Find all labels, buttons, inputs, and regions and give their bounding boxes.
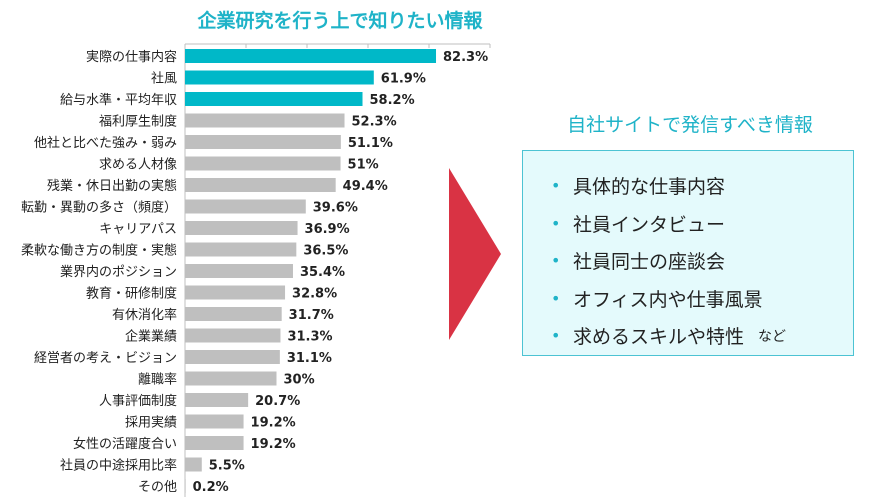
value-label: 39.6% [313,201,358,216]
list-item: • 求めるスキルや特性 など [551,317,853,355]
list-item: • オフィス内や仕事風景 [551,280,853,318]
category-label: 有休消化率 [112,307,177,323]
bar [185,264,293,278]
item-suffix: など [758,328,787,345]
bar [185,156,341,171]
category-label: 業界内のポジション [60,264,177,280]
value-label: 35.4% [300,265,345,280]
value-label: 61.9% [381,72,426,87]
value-label: 51% [348,158,379,173]
category-label: 社員の中途採用比率 [60,458,177,474]
category-label: 求める人材像 [99,158,177,173]
bar [185,70,374,85]
value-label: 58.2% [370,93,415,108]
category-label: 経営者の考え・ビジョン [34,351,177,366]
value-label: 5.5% [209,459,245,474]
bar [185,49,437,63]
bar [185,221,298,235]
bar [185,350,280,364]
value-label: 0.2% [193,480,229,495]
list-item: • 社員インタビュー [551,205,853,243]
info-panel: • 具体的な仕事内容 • 社員インタビュー • 社員同士の座談会 • オフィス内や仕事風… [522,150,854,356]
list-item: • 社員同士の座談会 [551,242,853,280]
item-text: 社員インタビュー [573,213,726,236]
category-label: 人事評価制度 [99,393,177,409]
item-text: 具体的な仕事内容 [573,176,726,199]
panel-title: 自社サイトで発信すべき情報 [567,114,813,136]
bar [185,436,244,450]
category-label: 企業業績 [125,329,177,345]
category-label: キャリアパス [99,222,177,237]
value-label: 36.5% [303,244,348,259]
category-label: 福利厚生制度 [99,114,177,130]
category-label: 女性の活躍度合い [73,436,177,452]
value-label: 31.1% [287,351,332,366]
category-label: 採用実績 [125,415,177,431]
value-label: 30% [284,373,315,388]
bar [185,457,202,472]
bar [185,328,281,343]
category-label: 他社と比べた強み・弱み [34,135,177,151]
bar [185,113,345,128]
value-label: 19.2% [251,437,296,452]
bar [185,178,336,192]
bar [185,414,244,429]
category-label: 教育・研修制度 [86,286,177,302]
bullet-icon: • [551,176,561,196]
bar [185,92,363,106]
category-label: その他 [138,480,177,495]
bullet-icon: • [551,251,561,271]
item-text: オフィス内や仕事風景 [573,288,763,311]
bar-chart: 実際の仕事内容 82.3% 社風 61.9% 給与水準・平均年収 58.2% 福利厚生制度 5… [21,43,491,497]
category-label: 離職率 [138,372,177,388]
category-label: 給与水準・平均年収 [60,92,177,108]
bar [185,199,306,214]
bar [185,135,341,149]
bar [185,393,249,407]
value-label: 49.4% [343,179,388,194]
value-label: 82.3% [443,50,488,65]
value-label: 31.3% [287,330,332,345]
category-label: 残業・休日出勤の実態 [47,178,177,194]
bar [185,479,186,493]
value-label: 51.1% [348,136,393,151]
category-label: 社風 [151,71,177,87]
chart-title: 企業研究を行う上で知りたい情報 [197,10,483,32]
value-label: 19.2% [251,416,296,431]
value-label: 36.9% [305,222,350,237]
item-text: 求めるスキルや特性 [573,326,745,349]
value-label: 52.3% [352,115,397,130]
bullet-icon: • [551,326,561,346]
value-label: 31.7% [289,308,334,323]
arrow-right-icon [449,168,501,340]
item-text: 社員同士の座談会 [573,251,726,274]
category-label: 柔軟な働き方の制度・実態 [21,243,177,259]
bar [185,242,297,257]
bar [185,371,277,386]
bullet-icon: • [551,288,561,308]
value-label: 20.7% [255,394,300,409]
bar [185,285,286,300]
bar [185,307,282,321]
category-label: 転勤・異動の多さ（頻度） [21,200,177,216]
bullet-icon: • [551,213,561,233]
value-label: 32.8% [292,287,337,302]
category-label: 実際の仕事内容 [86,49,177,65]
list-item: • 具体的な仕事内容 [551,167,853,205]
